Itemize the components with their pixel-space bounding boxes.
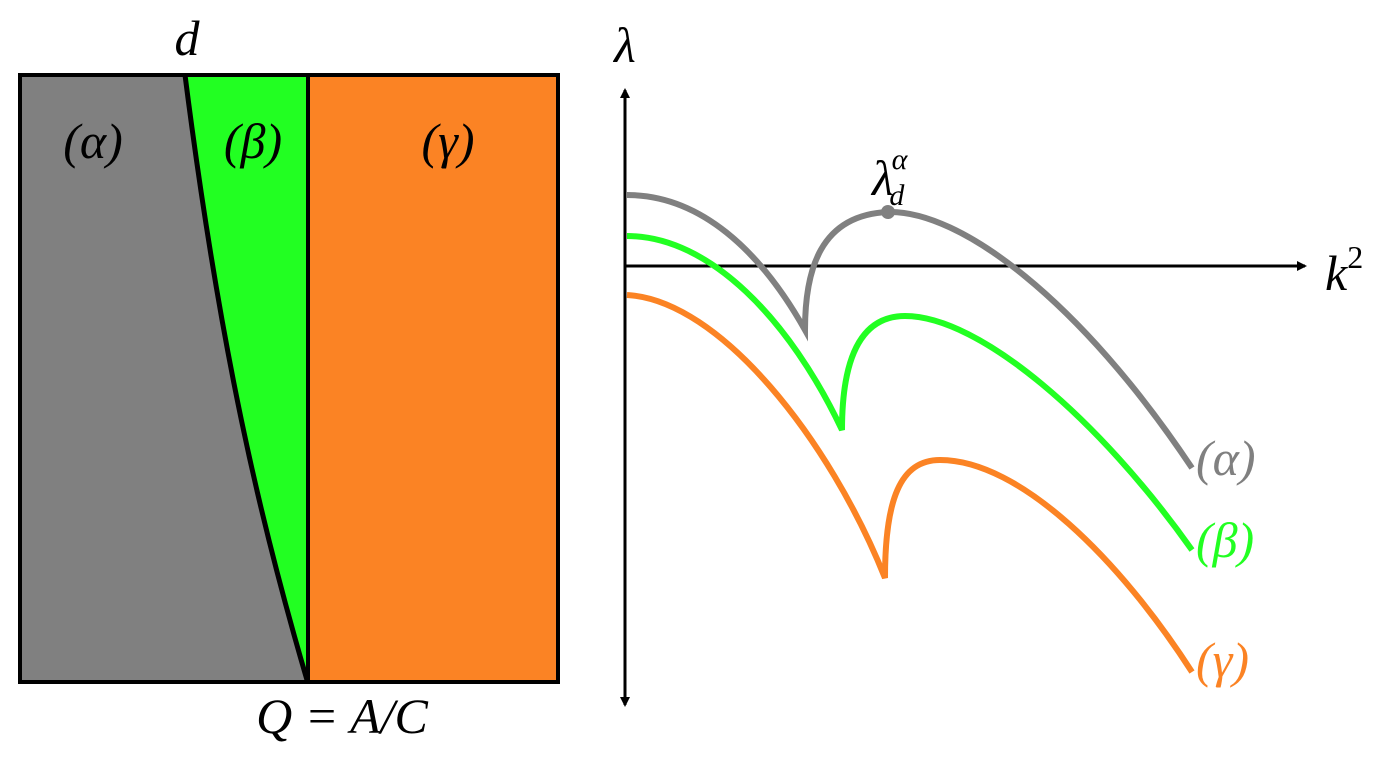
curve-label: (β) <box>1196 512 1254 568</box>
curve-label: (α) <box>1196 430 1256 486</box>
frame <box>18 73 560 684</box>
phase-panel: d (α) (β) (γ) Q = A/C <box>18 10 560 744</box>
curve-gamma <box>626 292 1195 674</box>
region-label: (α) <box>63 113 123 169</box>
x-label: k2 <box>1325 239 1363 301</box>
region-alpha <box>20 75 307 682</box>
point-label: λα d <box>870 143 909 212</box>
dispersion-panel: λ k2 λα d (α) (β) (γ) <box>612 17 1363 707</box>
curve-beta <box>626 233 1195 552</box>
curve-alpha <box>626 192 1195 470</box>
maximum-point <box>881 205 895 219</box>
region-label: (β) <box>224 113 282 169</box>
region-beta <box>185 75 307 680</box>
x-label: Q = A/C <box>256 688 428 744</box>
x-label-base: k <box>1325 245 1348 301</box>
point-label-base: λ <box>870 150 894 206</box>
point-label-sup: α <box>892 143 909 176</box>
region-gamma <box>307 75 558 682</box>
x-label-sup: 2 <box>1347 239 1363 275</box>
region-label: (γ) <box>421 113 474 169</box>
top-label: d <box>175 10 201 66</box>
curve-label: (γ) <box>1196 632 1249 688</box>
boundary <box>182 74 310 681</box>
y-label: λ <box>612 17 636 73</box>
point-label-sub: d <box>889 179 905 212</box>
